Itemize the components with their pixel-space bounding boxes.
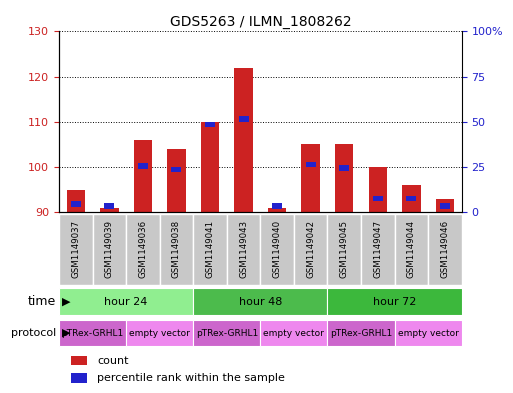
Text: GSM1149040: GSM1149040: [272, 220, 282, 278]
Bar: [205, 122, 215, 127]
Bar: [201, 122, 219, 212]
Bar: [327, 214, 361, 285]
Bar: [193, 288, 327, 315]
Bar: [67, 189, 85, 212]
Text: pTRex-GRHL1: pTRex-GRHL1: [330, 329, 392, 338]
Text: hour 72: hour 72: [373, 297, 416, 307]
Text: GSM1149036: GSM1149036: [139, 220, 147, 278]
Bar: [167, 149, 186, 212]
Text: time: time: [28, 295, 56, 308]
Bar: [339, 165, 349, 171]
Bar: [327, 288, 462, 315]
Bar: [327, 320, 394, 346]
Text: ▶: ▶: [62, 297, 70, 307]
Text: GSM1149037: GSM1149037: [71, 220, 80, 278]
Bar: [71, 201, 81, 207]
Text: GSM1149047: GSM1149047: [373, 220, 382, 278]
Title: GDS5263 / ILMN_1808262: GDS5263 / ILMN_1808262: [169, 15, 351, 29]
Bar: [239, 116, 249, 122]
Bar: [361, 214, 394, 285]
Bar: [134, 140, 152, 212]
Bar: [268, 208, 286, 212]
Bar: [160, 214, 193, 285]
Bar: [193, 214, 227, 285]
Text: hour 48: hour 48: [239, 297, 282, 307]
Bar: [306, 162, 315, 167]
Text: empty vector: empty vector: [129, 329, 190, 338]
Text: GSM1149038: GSM1149038: [172, 220, 181, 278]
Bar: [428, 214, 462, 285]
Bar: [234, 68, 253, 212]
Bar: [402, 185, 421, 212]
Text: percentile rank within the sample: percentile rank within the sample: [97, 373, 285, 384]
Bar: [260, 214, 294, 285]
Text: GSM1149046: GSM1149046: [441, 220, 449, 278]
Bar: [373, 196, 383, 201]
Bar: [104, 203, 114, 209]
Text: GSM1149041: GSM1149041: [206, 220, 214, 278]
Bar: [193, 320, 260, 346]
Bar: [302, 144, 320, 212]
Text: ▶: ▶: [62, 328, 70, 338]
Text: protocol: protocol: [11, 328, 56, 338]
Bar: [138, 163, 148, 169]
Text: GSM1149039: GSM1149039: [105, 220, 114, 278]
Bar: [59, 288, 193, 315]
Text: GSM1149045: GSM1149045: [340, 220, 349, 278]
Bar: [394, 214, 428, 285]
Bar: [59, 214, 92, 285]
Bar: [171, 167, 182, 173]
Text: empty vector: empty vector: [398, 329, 459, 338]
Text: hour 24: hour 24: [105, 297, 148, 307]
Bar: [59, 320, 126, 346]
Bar: [394, 320, 462, 346]
Bar: [368, 167, 387, 212]
Bar: [436, 198, 454, 212]
Text: GSM1149043: GSM1149043: [239, 220, 248, 278]
Bar: [260, 320, 327, 346]
Bar: [272, 203, 282, 209]
Bar: [71, 356, 87, 365]
Bar: [294, 214, 327, 285]
Text: GSM1149042: GSM1149042: [306, 220, 315, 278]
Text: pTRex-GRHL1: pTRex-GRHL1: [62, 329, 124, 338]
Bar: [335, 144, 353, 212]
Bar: [71, 373, 87, 383]
Bar: [440, 203, 450, 209]
Bar: [227, 214, 260, 285]
Text: pTRex-GRHL1: pTRex-GRHL1: [195, 329, 258, 338]
Text: GSM1149044: GSM1149044: [407, 220, 416, 278]
Text: count: count: [97, 356, 129, 366]
Bar: [126, 214, 160, 285]
Bar: [100, 208, 119, 212]
Text: empty vector: empty vector: [264, 329, 324, 338]
Bar: [92, 214, 126, 285]
Bar: [406, 196, 417, 201]
Bar: [126, 320, 193, 346]
